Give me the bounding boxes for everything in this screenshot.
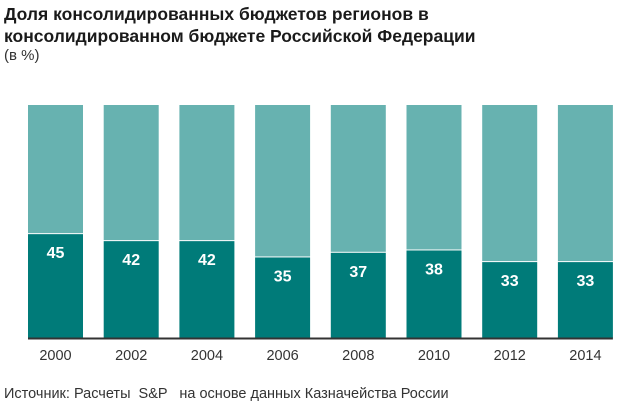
bar-group-2002: 42 2002 <box>103 105 159 364</box>
bar-value <box>557 262 613 338</box>
chart-subtitle: (в %) <box>4 47 40 64</box>
data-label: 37 <box>349 264 367 281</box>
bar-value <box>179 241 235 338</box>
data-label: 42 <box>122 252 140 269</box>
chart-title: Доля консолидированных бюджетов регионов… <box>4 3 624 47</box>
bar-remainder <box>557 105 613 262</box>
x-tick-label: 2008 <box>342 348 374 364</box>
data-label: 38 <box>425 261 443 278</box>
source-note: Источник: Расчеты S&P на основе данных К… <box>4 386 449 402</box>
bar-group-2008: 37 2008 <box>330 105 386 364</box>
bar-group-2006: 35 2006 <box>255 105 311 364</box>
x-tick-label: 2012 <box>494 348 526 364</box>
bar-group-2004: 42 2004 <box>179 105 235 364</box>
x-tick-label: 2014 <box>569 348 601 364</box>
x-tick-label: 2006 <box>266 348 298 364</box>
bar-value <box>255 257 311 338</box>
chart-title-line-2: консолидированном бюджете Российской Фед… <box>4 26 476 46</box>
bar-remainder <box>482 105 538 262</box>
bar-value <box>330 252 386 338</box>
x-tick-label: 2010 <box>418 348 450 364</box>
bar-remainder <box>103 105 159 241</box>
x-tick-label: 2002 <box>115 348 147 364</box>
data-label: 33 <box>577 273 595 290</box>
bar-group-2012: 33 2012 <box>482 105 538 364</box>
chart-title-line-1: Доля консолидированных бюджетов регионов… <box>4 4 429 24</box>
bar-remainder <box>28 105 83 234</box>
bar-group-2010: 38 2010 <box>406 105 462 364</box>
bar-remainder <box>406 105 462 250</box>
data-label: 42 <box>198 252 216 269</box>
bar-value <box>406 250 462 338</box>
data-label: 35 <box>274 268 292 285</box>
bar-remainder <box>179 105 235 241</box>
x-tick-label: 2004 <box>191 348 223 364</box>
bar-value <box>482 262 538 338</box>
x-tick-label: 2000 <box>39 348 71 364</box>
bar-group-2014: 33 2014 <box>557 105 613 364</box>
bar-value <box>28 234 83 338</box>
bar-remainder <box>330 105 386 252</box>
data-label: 33 <box>501 273 519 290</box>
bar-group-2000: 45 2000 <box>28 105 83 364</box>
bar-remainder <box>255 105 311 257</box>
data-label: 45 <box>47 245 65 262</box>
bar-value <box>103 241 159 338</box>
